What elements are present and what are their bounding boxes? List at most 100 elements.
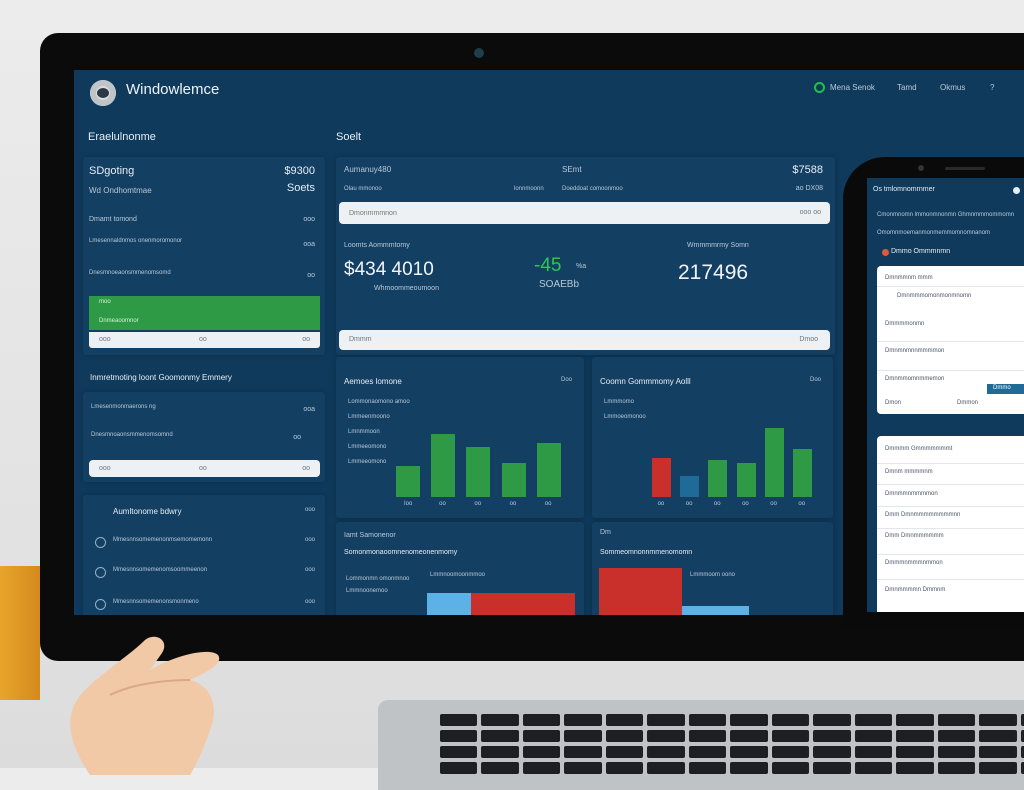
section-title-left: Eraelulnonme [88, 131, 156, 143]
keyboard-key [854, 762, 893, 774]
summary-card: SDgoting $9300 Wd Ondhomtmae Soets Dmamt… [83, 157, 325, 355]
keyboard-key [440, 730, 478, 742]
list-item[interactable]: Dmmmnmmmnmmon [885, 560, 943, 566]
filter-label: ooo [99, 336, 111, 343]
keyboard-key [440, 714, 478, 726]
list-item[interactable]: Dmnmmomnmmemon [885, 376, 945, 382]
chart-title: Aemoes lomone [344, 377, 402, 386]
bar-segment [681, 606, 749, 615]
list-item[interactable]: Dmnm mmmmnm [885, 469, 933, 475]
nav-item-okmus[interactable]: Okmus [940, 83, 966, 92]
legend-label: Lmmnoonemoo [346, 588, 388, 594]
card-title: SDgoting [89, 165, 135, 177]
row-value: ooo [303, 216, 315, 223]
list-item[interactable]: Dmnmmnmmmmon [885, 491, 938, 497]
list-item[interactable]: Dmm Dmnmmmmmm [885, 533, 944, 539]
bar-chart-card: Coomn Gommmomy Aolll Doo Lmmmomo Lmmoeomo… [592, 357, 833, 518]
keyboard-key [813, 746, 851, 758]
x-tick-label: oo [798, 501, 806, 507]
item-icon [95, 537, 106, 548]
list-item[interactable]: Mmesnnsomemenomsoommeenon [113, 567, 208, 573]
legend-label: Lmmeeomono [348, 459, 387, 465]
keyboard-key [647, 730, 685, 742]
filter-bar[interactable]: ooo oo oo [89, 332, 320, 348]
list-item[interactable]: Mmesnnsomemenonsmonmeno [113, 599, 199, 605]
bar[interactable] [466, 446, 491, 497]
x-tick-label: oo [509, 501, 517, 507]
search-input[interactable] [339, 202, 830, 224]
filter-bar[interactable]: ooo oo oo [89, 460, 320, 477]
keyboard-key [730, 762, 768, 774]
card-value: $9300 [284, 165, 315, 177]
keyboard-key [854, 730, 893, 742]
list-item[interactable]: Dmm Dmnmmmmmmmmnn [885, 512, 961, 518]
keyboard-key [647, 746, 685, 758]
bar[interactable] [501, 463, 526, 497]
list-item[interactable]: Dmmmmonmn [885, 321, 925, 327]
progress-fill: moo Dnmeaoomnor [89, 296, 320, 330]
phone-card: Dmnmmnm mmm Dmnmmmomonmonmnomn Dmmmmonmn… [877, 266, 1024, 414]
keyboard-key [854, 746, 893, 758]
list-item[interactable]: Dmnmnmnnmmmmon [885, 348, 945, 354]
list-item-value: ooo [304, 567, 315, 573]
bar[interactable] [536, 443, 561, 497]
status-icon [814, 82, 825, 93]
help-button[interactable]: ? [990, 83, 995, 92]
bar[interactable] [764, 428, 784, 497]
list-item[interactable]: Dmnmmmmn Dmmnm [885, 587, 946, 593]
nav-item-user[interactable]: Mena Senok [830, 83, 875, 92]
search-action[interactable]: ooo oo [799, 209, 821, 216]
keyboard-key [605, 714, 644, 726]
keyboard-key [440, 746, 478, 758]
bar[interactable] [708, 459, 728, 497]
alert-label: Dmmo Ommmnmn [891, 248, 951, 255]
filter-label: oo [302, 465, 310, 472]
bar[interactable] [431, 434, 456, 497]
footer-label: Dmon [885, 400, 902, 406]
list-item[interactable]: Mmesnnsomemenonmsemomemonn [113, 537, 213, 543]
bar[interactable] [396, 465, 420, 497]
filter-label: oo [199, 336, 207, 343]
keyboard-key [979, 714, 1017, 726]
details-card: Lmesenmonmaerons ng ooa Dnesmnoaonsmmeno… [83, 392, 325, 482]
keyboard-key [605, 746, 644, 758]
list-item: Dnesmnoaonsmmenomsomnd [91, 432, 173, 438]
keyboard-key [771, 714, 810, 726]
keyboard-key [481, 730, 519, 742]
bar[interactable] [680, 475, 700, 497]
kpi-value: $434 4010 [344, 259, 434, 280]
x-tick-label: oo [474, 501, 482, 507]
card-title: Iamt Samonenor [344, 532, 396, 539]
list-item-value: ooa [303, 406, 315, 413]
footer-bar[interactable]: Dmmm Dmoo [339, 330, 830, 350]
stacked-bar [427, 593, 575, 615]
filter-label: oo [199, 465, 207, 472]
keyboard-key [564, 730, 602, 742]
phone-sensor [918, 165, 924, 171]
menu-dot-icon[interactable] [1013, 187, 1020, 194]
progress-label: moo [99, 299, 111, 305]
item-icon [95, 599, 106, 610]
bar[interactable] [736, 463, 756, 497]
stacked-bar [599, 568, 799, 615]
keyboard-key [937, 714, 976, 726]
kpi-sub: Whmoommeoumoon [374, 285, 439, 292]
keyboard-key [1020, 746, 1024, 758]
nav-item-tamd[interactable]: Tamd [897, 83, 917, 92]
card-value-secondary: Soets [286, 182, 315, 194]
card-subtitle: Somonmonaoomnenomeonenmomy [344, 549, 458, 556]
overview-card: Aumanuy480 Olau mmonoo lonnmoonn SEmt Do… [336, 157, 835, 355]
list-item-value: ooo [304, 537, 315, 543]
legend-label: Lmnmmoon [348, 429, 380, 435]
bar[interactable] [792, 449, 812, 497]
phone-action-button[interactable]: Dmmo [987, 384, 1024, 394]
row-label: Dmamt tomond [89, 216, 137, 223]
bar[interactable] [652, 457, 672, 497]
keyboard-key [688, 714, 727, 726]
keyboard-key [771, 762, 810, 774]
keyboard-key [647, 762, 685, 774]
keyboard-key [896, 762, 934, 774]
keyboard-key [522, 714, 561, 726]
keyboard-key [813, 730, 851, 742]
list-item[interactable]: Dmnmmmomonmonmnomn [897, 293, 972, 299]
